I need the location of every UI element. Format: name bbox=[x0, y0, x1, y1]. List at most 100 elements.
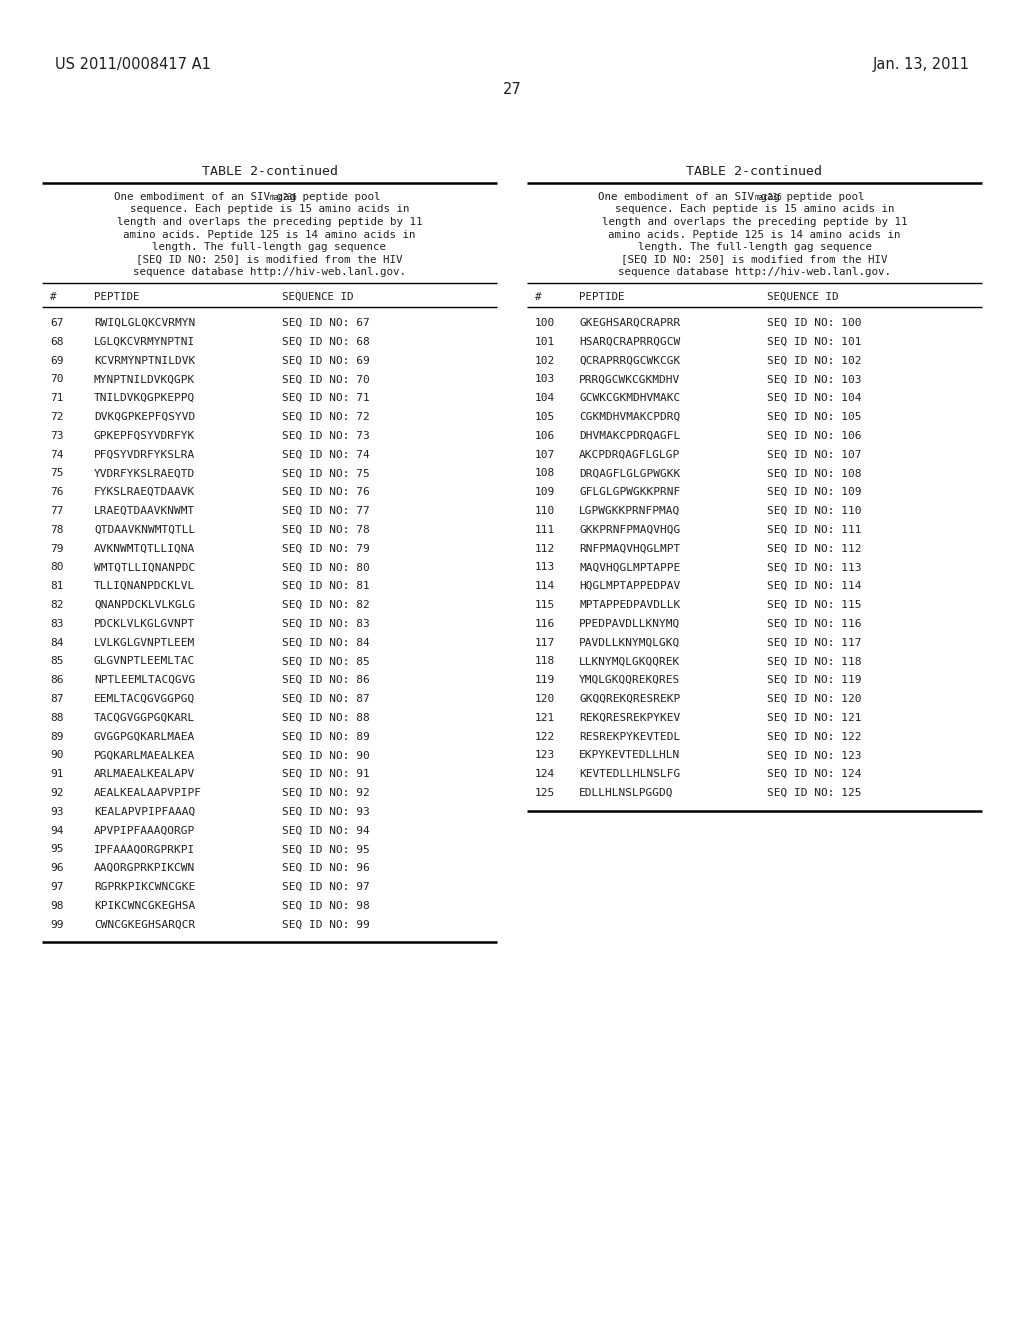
Text: SEQ ID NO: 68: SEQ ID NO: 68 bbox=[282, 337, 370, 347]
Text: sequence. Each peptide is 15 amino acids in: sequence. Each peptide is 15 amino acids… bbox=[614, 205, 894, 214]
Text: TNILDVKQGPKEPPQ: TNILDVKQGPKEPPQ bbox=[94, 393, 196, 403]
Text: 71: 71 bbox=[50, 393, 63, 403]
Text: mac236: mac236 bbox=[269, 194, 297, 202]
Text: LLKNYMQLGKQQREK: LLKNYMQLGKQQREK bbox=[579, 656, 680, 667]
Text: SEQ ID NO: 104: SEQ ID NO: 104 bbox=[767, 393, 861, 403]
Text: SEQ ID NO: 75: SEQ ID NO: 75 bbox=[282, 469, 370, 478]
Text: 112: 112 bbox=[535, 544, 555, 553]
Text: AKCPDRQAGFLGLGP: AKCPDRQAGFLGLGP bbox=[579, 450, 680, 459]
Text: 89: 89 bbox=[50, 731, 63, 742]
Text: SEQ ID NO: 73: SEQ ID NO: 73 bbox=[282, 430, 370, 441]
Text: SEQ ID NO: 124: SEQ ID NO: 124 bbox=[767, 770, 861, 779]
Text: GVGGPGQKARLMAEA: GVGGPGQKARLMAEA bbox=[94, 731, 196, 742]
Text: 125: 125 bbox=[535, 788, 555, 799]
Text: length. The full-length gag sequence: length. The full-length gag sequence bbox=[638, 242, 871, 252]
Text: FYKSLRAEQTDAAVK: FYKSLRAEQTDAAVK bbox=[94, 487, 196, 498]
Text: SEQ ID NO: 91: SEQ ID NO: 91 bbox=[282, 770, 370, 779]
Text: SEQ ID NO: 90: SEQ ID NO: 90 bbox=[282, 750, 370, 760]
Text: sequence. Each peptide is 15 amino acids in: sequence. Each peptide is 15 amino acids… bbox=[130, 205, 410, 214]
Text: LGLQKCVRMYNPTNI: LGLQKCVRMYNPTNI bbox=[94, 337, 196, 347]
Text: SEQ ID NO: 92: SEQ ID NO: 92 bbox=[282, 788, 370, 799]
Text: 82: 82 bbox=[50, 601, 63, 610]
Text: [SEQ ID NO: 250] is modified from the HIV: [SEQ ID NO: 250] is modified from the HI… bbox=[136, 255, 402, 264]
Text: SEQ ID NO: 72: SEQ ID NO: 72 bbox=[282, 412, 370, 422]
Text: 83: 83 bbox=[50, 619, 63, 628]
Text: PEPTIDE: PEPTIDE bbox=[579, 292, 625, 302]
Text: SEQ ID NO: 76: SEQ ID NO: 76 bbox=[282, 487, 370, 498]
Text: HQGLMPTAPPEDPAV: HQGLMPTAPPEDPAV bbox=[579, 581, 680, 591]
Text: amino acids. Peptide 125 is 14 amino acids in: amino acids. Peptide 125 is 14 amino aci… bbox=[608, 230, 901, 239]
Text: 68: 68 bbox=[50, 337, 63, 347]
Text: RGPRKPIKCWNCGKE: RGPRKPIKCWNCGKE bbox=[94, 882, 196, 892]
Text: EDLLHLNSLPGGDQ: EDLLHLNSLPGGDQ bbox=[579, 788, 674, 799]
Text: GKKPRNFPMAQVHQG: GKKPRNFPMAQVHQG bbox=[579, 525, 680, 535]
Text: 122: 122 bbox=[535, 731, 555, 742]
Text: DHVMAKCPDRQAGFL: DHVMAKCPDRQAGFL bbox=[579, 430, 680, 441]
Text: KEVTEDLLHLNSLFG: KEVTEDLLHLNSLFG bbox=[579, 770, 680, 779]
Text: SEQ ID NO: 99: SEQ ID NO: 99 bbox=[282, 920, 370, 929]
Text: 76: 76 bbox=[50, 487, 63, 498]
Text: SEQ ID NO: 116: SEQ ID NO: 116 bbox=[767, 619, 861, 628]
Text: 96: 96 bbox=[50, 863, 63, 874]
Text: NPTLEEMLTACQGVG: NPTLEEMLTACQGVG bbox=[94, 676, 196, 685]
Text: PEPTIDE: PEPTIDE bbox=[94, 292, 139, 302]
Text: length. The full-length gag sequence: length. The full-length gag sequence bbox=[153, 242, 386, 252]
Text: 109: 109 bbox=[535, 487, 555, 498]
Text: SEQ ID NO: 109: SEQ ID NO: 109 bbox=[767, 487, 861, 498]
Text: SEQ ID NO: 110: SEQ ID NO: 110 bbox=[767, 506, 861, 516]
Text: SEQ ID NO: 115: SEQ ID NO: 115 bbox=[767, 601, 861, 610]
Text: SEQ ID NO: 106: SEQ ID NO: 106 bbox=[767, 430, 861, 441]
Text: 73: 73 bbox=[50, 430, 63, 441]
Text: SEQ ID NO: 78: SEQ ID NO: 78 bbox=[282, 525, 370, 535]
Text: One embodiment of an SIV: One embodiment of an SIV bbox=[598, 191, 755, 202]
Text: KPIKCWNCGKEGHSA: KPIKCWNCGKEGHSA bbox=[94, 900, 196, 911]
Text: 110: 110 bbox=[535, 506, 555, 516]
Text: gag peptide pool: gag peptide pool bbox=[755, 191, 865, 202]
Text: SEQ ID NO: 123: SEQ ID NO: 123 bbox=[767, 750, 861, 760]
Text: 79: 79 bbox=[50, 544, 63, 553]
Text: SEQ ID NO: 101: SEQ ID NO: 101 bbox=[767, 337, 861, 347]
Text: IPFAAAQORGPRKPI: IPFAAAQORGPRKPI bbox=[94, 845, 196, 854]
Text: 27: 27 bbox=[503, 82, 521, 96]
Text: SEQ ID NO: 118: SEQ ID NO: 118 bbox=[767, 656, 861, 667]
Text: 91: 91 bbox=[50, 770, 63, 779]
Text: SEQ ID NO: 89: SEQ ID NO: 89 bbox=[282, 731, 370, 742]
Text: SEQ ID NO: 98: SEQ ID NO: 98 bbox=[282, 900, 370, 911]
Text: WMTQTLLIQNANPDC: WMTQTLLIQNANPDC bbox=[94, 562, 196, 573]
Text: SEQ ID NO: 70: SEQ ID NO: 70 bbox=[282, 375, 370, 384]
Text: 116: 116 bbox=[535, 619, 555, 628]
Text: SEQ ID NO: 95: SEQ ID NO: 95 bbox=[282, 845, 370, 854]
Text: #: # bbox=[50, 292, 56, 302]
Text: sequence database http://hiv-web.lanl.gov.: sequence database http://hiv-web.lanl.go… bbox=[618, 267, 891, 277]
Text: SEQ ID NO: 107: SEQ ID NO: 107 bbox=[767, 450, 861, 459]
Text: ARLMAEALKEALAPV: ARLMAEALKEALAPV bbox=[94, 770, 196, 779]
Text: SEQ ID NO: 93: SEQ ID NO: 93 bbox=[282, 807, 370, 817]
Text: SEQ ID NO: 114: SEQ ID NO: 114 bbox=[767, 581, 861, 591]
Text: 121: 121 bbox=[535, 713, 555, 723]
Text: SEQ ID NO: 103: SEQ ID NO: 103 bbox=[767, 375, 861, 384]
Text: 111: 111 bbox=[535, 525, 555, 535]
Text: DRQAGFLGLGPWGKK: DRQAGFLGLGPWGKK bbox=[579, 469, 680, 478]
Text: SEQ ID NO: 67: SEQ ID NO: 67 bbox=[282, 318, 370, 327]
Text: mac236: mac236 bbox=[755, 194, 782, 202]
Text: 107: 107 bbox=[535, 450, 555, 459]
Text: SEQ ID NO: 71: SEQ ID NO: 71 bbox=[282, 393, 370, 403]
Text: #: # bbox=[535, 292, 542, 302]
Text: 117: 117 bbox=[535, 638, 555, 648]
Text: SEQ ID NO: 119: SEQ ID NO: 119 bbox=[767, 676, 861, 685]
Text: SEQ ID NO: 77: SEQ ID NO: 77 bbox=[282, 506, 370, 516]
Text: EKPYKEVTEDLLHLN: EKPYKEVTEDLLHLN bbox=[579, 750, 680, 760]
Text: [SEQ ID NO: 250] is modified from the HIV: [SEQ ID NO: 250] is modified from the HI… bbox=[622, 255, 888, 264]
Text: 104: 104 bbox=[535, 393, 555, 403]
Text: gag peptide pool: gag peptide pool bbox=[269, 191, 380, 202]
Text: 124: 124 bbox=[535, 770, 555, 779]
Text: SEQ ID NO: 105: SEQ ID NO: 105 bbox=[767, 412, 861, 422]
Text: 94: 94 bbox=[50, 825, 63, 836]
Text: 120: 120 bbox=[535, 694, 555, 704]
Text: LRAEQTDAAVKNWMT: LRAEQTDAAVKNWMT bbox=[94, 506, 196, 516]
Text: 108: 108 bbox=[535, 469, 555, 478]
Text: 97: 97 bbox=[50, 882, 63, 892]
Text: SEQ ID NO: 81: SEQ ID NO: 81 bbox=[282, 581, 370, 591]
Text: 67: 67 bbox=[50, 318, 63, 327]
Text: RNFPMAQVHQGLMPT: RNFPMAQVHQGLMPT bbox=[579, 544, 680, 553]
